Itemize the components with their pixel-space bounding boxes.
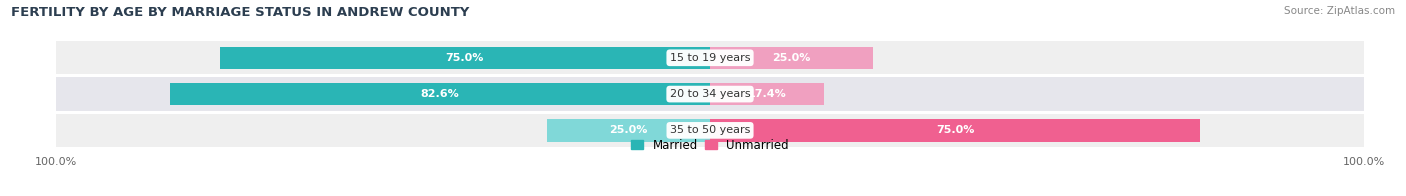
Text: 15 to 19 years: 15 to 19 years bbox=[669, 53, 751, 63]
Text: 75.0%: 75.0% bbox=[446, 53, 484, 63]
Text: 25.0%: 25.0% bbox=[772, 53, 811, 63]
Bar bbox=[170, 83, 710, 105]
Text: 20 to 34 years: 20 to 34 years bbox=[669, 89, 751, 99]
Text: 25.0%: 25.0% bbox=[609, 125, 648, 135]
Bar bbox=[56, 77, 1364, 111]
Text: 17.4%: 17.4% bbox=[748, 89, 786, 99]
Bar bbox=[710, 119, 1201, 142]
Bar bbox=[56, 114, 1364, 147]
Text: 35 to 50 years: 35 to 50 years bbox=[669, 125, 751, 135]
Text: FERTILITY BY AGE BY MARRIAGE STATUS IN ANDREW COUNTY: FERTILITY BY AGE BY MARRIAGE STATUS IN A… bbox=[11, 6, 470, 19]
Bar bbox=[547, 119, 710, 142]
Bar bbox=[56, 41, 1364, 74]
Legend: Married, Unmarried: Married, Unmarried bbox=[627, 134, 793, 156]
Text: 82.6%: 82.6% bbox=[420, 89, 460, 99]
Text: 75.0%: 75.0% bbox=[936, 125, 974, 135]
Bar bbox=[710, 83, 824, 105]
Text: Source: ZipAtlas.com: Source: ZipAtlas.com bbox=[1284, 6, 1395, 16]
Bar bbox=[710, 46, 873, 69]
Bar bbox=[219, 46, 710, 69]
